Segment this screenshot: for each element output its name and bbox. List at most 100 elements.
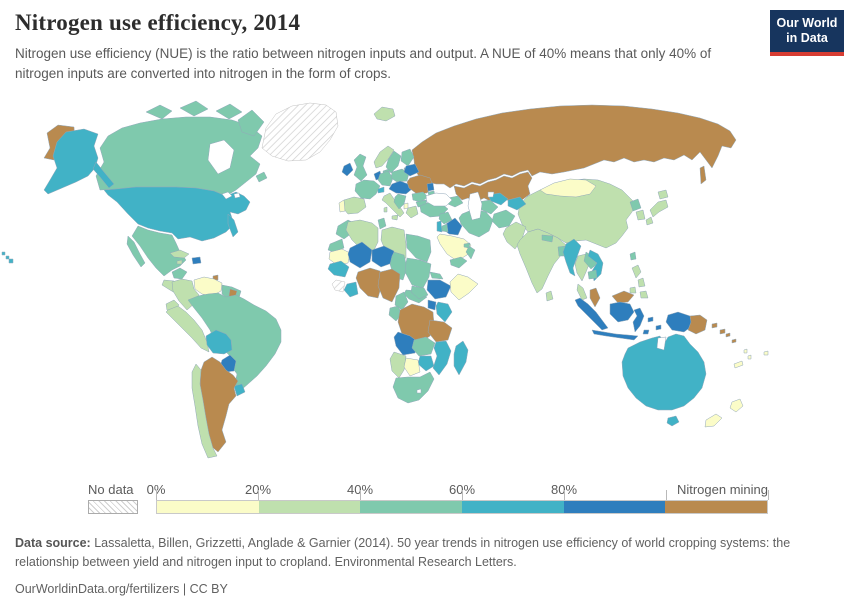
- region-vietnam[interactable]: [587, 249, 604, 282]
- region-hawaii[interactable]: [1, 251, 14, 264]
- region-mozambique[interactable]: [432, 340, 452, 376]
- region-taiwan[interactable]: [629, 251, 637, 261]
- region-tunisia[interactable]: [377, 217, 387, 230]
- region-philippines[interactable]: [629, 264, 649, 299]
- region-spain[interactable]: [341, 196, 367, 215]
- region-jamaica[interactable]: [176, 259, 183, 265]
- region-japan[interactable]: [645, 189, 669, 226]
- region-greenland[interactable]: [261, 102, 339, 162]
- region-uganda[interactable]: [427, 299, 437, 311]
- region-mali[interactable]: [347, 241, 373, 269]
- region-ivory-coast[interactable]: [343, 281, 359, 298]
- region-nigeria[interactable]: [377, 268, 401, 303]
- region-nepal[interactable]: [541, 234, 554, 243]
- region-moldova[interactable]: [426, 182, 435, 192]
- region-namibia[interactable]: [389, 351, 407, 379]
- region-madagascar[interactable]: [453, 340, 469, 376]
- region-ukraine[interactable]: [406, 174, 434, 195]
- legend-segment-60-80[interactable]: [462, 501, 564, 513]
- legend-segment-40-60[interactable]: [360, 501, 463, 513]
- region-mongolia[interactable]: [539, 178, 597, 198]
- region-angola[interactable]: [393, 331, 418, 356]
- region-uk[interactable]: [353, 153, 368, 182]
- region-sierra-leone-liberia[interactable]: [331, 279, 346, 293]
- region-new-caledonia[interactable]: [733, 360, 744, 369]
- region-uae[interactable]: [463, 242, 471, 249]
- region-israel-lebanon[interactable]: [436, 220, 443, 233]
- region-ghana-burkina[interactable]: [355, 267, 383, 299]
- region-tanzania[interactable]: [427, 319, 453, 343]
- region-belarus[interactable]: [403, 163, 420, 177]
- region-hispaniola[interactable]: [191, 256, 202, 265]
- region-solomon-islands[interactable]: [725, 332, 737, 344]
- region-sweden[interactable]: [385, 150, 402, 174]
- region-papua-new-guinea[interactable]: [687, 314, 726, 335]
- region-senegal-guinea[interactable]: [327, 260, 350, 278]
- region-portugal[interactable]: [338, 199, 346, 213]
- region-italy[interactable]: [381, 192, 405, 221]
- legend-no-data-swatch[interactable]: [88, 500, 138, 514]
- region-new-zealand[interactable]: [704, 398, 744, 428]
- region-jordan[interactable]: [441, 223, 449, 233]
- region-bolivia[interactable]: [205, 329, 233, 355]
- region-peru[interactable]: [165, 305, 210, 353]
- owid-logo[interactable]: Our World in Data: [770, 10, 844, 56]
- region-romania[interactable]: [411, 191, 429, 203]
- region-russia[interactable]: [411, 104, 737, 189]
- region-indonesia[interactable]: [574, 297, 693, 341]
- region-somalia[interactable]: [449, 273, 479, 301]
- region-mauritania[interactable]: [328, 248, 351, 266]
- region-sakhalin[interactable]: [699, 165, 707, 185]
- region-algeria[interactable]: [345, 219, 379, 255]
- region-balkans[interactable]: [393, 193, 407, 210]
- region-sudan[interactable]: [404, 257, 432, 289]
- legend-color-bar[interactable]: [156, 500, 768, 514]
- region-venezuela[interactable]: [193, 276, 223, 297]
- legend-segment-80-100[interactable]: [563, 501, 666, 513]
- region-drc[interactable]: [397, 303, 435, 343]
- region-zambia[interactable]: [411, 336, 436, 357]
- region-chile[interactable]: [191, 363, 218, 459]
- region-cameroon[interactable]: [394, 291, 409, 311]
- region-ireland[interactable]: [341, 162, 354, 177]
- cc-by-line[interactable]: OurWorldinData.org/fertilizers | CC BY: [15, 581, 228, 596]
- region-arctic-islands[interactable]: [145, 100, 265, 137]
- region-france[interactable]: [354, 179, 381, 200]
- legend-segment-0-20[interactable]: [157, 501, 259, 513]
- region-albania[interactable]: [403, 202, 409, 210]
- region-oman[interactable]: [465, 245, 476, 260]
- legend-segment-mining[interactable]: [665, 501, 768, 513]
- region-eritrea[interactable]: [429, 271, 444, 280]
- region-cambodia[interactable]: [587, 269, 598, 280]
- region-uruguay[interactable]: [233, 383, 246, 397]
- region-finland[interactable]: [400, 148, 415, 167]
- region-south-korea[interactable]: [635, 209, 646, 221]
- region-alaska[interactable]: [43, 128, 115, 195]
- region-switzerland[interactable]: [377, 186, 385, 194]
- region-cuba[interactable]: [169, 249, 190, 259]
- legend-segment-20-40[interactable]: [258, 501, 361, 513]
- region-ethiopia[interactable]: [426, 279, 452, 300]
- region-syria[interactable]: [438, 211, 453, 225]
- region-botswana[interactable]: [403, 357, 421, 377]
- region-kyrgyzstan-tajikistan[interactable]: [507, 196, 527, 211]
- region-greece[interactable]: [405, 205, 419, 219]
- region-north-korea[interactable]: [629, 198, 642, 212]
- region-iceland[interactable]: [373, 106, 396, 122]
- region-egypt[interactable]: [405, 233, 432, 263]
- region-vanuatu-fiji[interactable]: [743, 348, 769, 360]
- region-usa[interactable]: [103, 186, 251, 242]
- region-myanmar[interactable]: [562, 238, 582, 277]
- region-mexico[interactable]: [126, 225, 188, 280]
- region-malaysia[interactable]: [589, 287, 635, 308]
- region-norway[interactable]: [373, 145, 395, 169]
- region-sri-lanka[interactable]: [545, 290, 554, 302]
- region-zimbabwe[interactable]: [417, 355, 435, 372]
- region-south-africa[interactable]: [392, 371, 435, 404]
- region-germany[interactable]: [377, 170, 394, 187]
- region-tasmania[interactable]: [666, 415, 680, 427]
- region-yemen[interactable]: [449, 256, 468, 269]
- region-kenya[interactable]: [435, 301, 453, 323]
- region-south-sudan[interactable]: [410, 285, 429, 300]
- region-czechia-austria-hungary[interactable]: [388, 180, 413, 195]
